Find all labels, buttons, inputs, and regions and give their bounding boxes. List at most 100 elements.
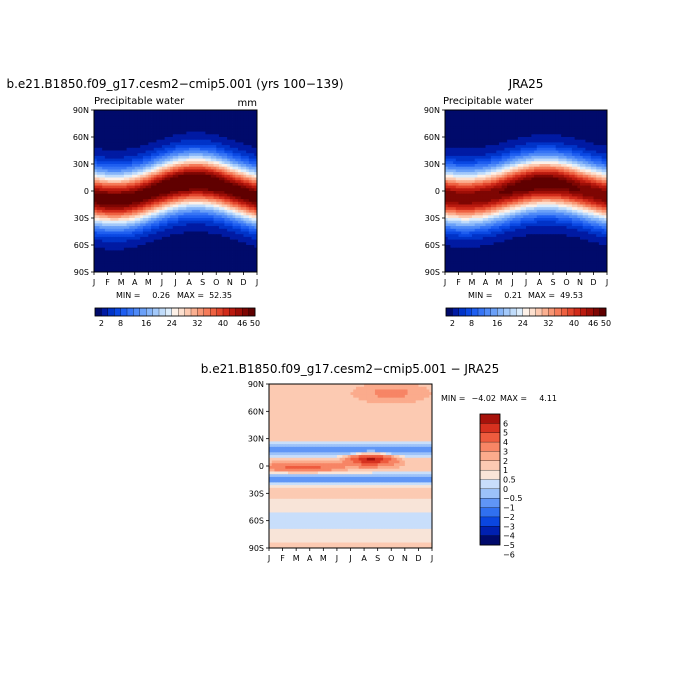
- heatmap-cell: [142, 128, 147, 132]
- heatmap-cell: [191, 131, 195, 135]
- heatmap-cell: [199, 185, 204, 189]
- heatmap-cell: [142, 142, 147, 146]
- heatmap-cell: [571, 123, 575, 127]
- heatmap-cell: [509, 153, 513, 157]
- heatmap-cell: [571, 118, 575, 122]
- heatmap-cell: [474, 158, 478, 162]
- heatmap-cell: [151, 164, 155, 168]
- heatmap-cell: [237, 139, 242, 143]
- heatmap-cell: [142, 226, 147, 230]
- heatmap-cell: [582, 118, 586, 122]
- heatmap-cell: [466, 110, 470, 114]
- heatmap-cell: [246, 250, 250, 254]
- colorbar-swatch: [114, 307, 121, 317]
- heatmap-cell: [210, 131, 214, 135]
- heatmap-cell: [445, 137, 449, 141]
- heatmap-cell: [482, 126, 486, 130]
- heatmap-cell: [474, 128, 478, 132]
- heatmap-cell: [601, 137, 605, 141]
- heatmap-cell: [153, 185, 157, 189]
- heatmap-cell: [140, 218, 144, 222]
- heatmap-cell: [180, 196, 185, 200]
- heatmap-cell: [170, 177, 174, 181]
- heatmap-cell: [115, 153, 119, 157]
- heatmap-cell: [148, 212, 152, 216]
- heatmap-cell: [156, 253, 160, 257]
- heatmap-cell: [254, 128, 257, 132]
- heatmap-cell: [243, 120, 247, 124]
- heatmap-cell: [94, 218, 98, 222]
- heatmap-cell: [507, 150, 511, 154]
- heatmap-cell: [515, 147, 519, 151]
- heatmap-cell: [123, 134, 127, 138]
- heatmap-cell: [566, 142, 570, 146]
- heatmap-cell: [113, 142, 117, 146]
- heatmap-cell: [186, 269, 190, 272]
- heatmap-cell: [251, 182, 255, 186]
- heatmap-cell: [197, 266, 201, 270]
- heatmap-cell: [175, 209, 179, 213]
- heatmap-cell: [445, 164, 449, 168]
- heatmap-cell: [126, 253, 130, 257]
- heatmap-cell: [232, 169, 236, 173]
- heatmap-cell: [161, 147, 166, 151]
- heatmap-cell: [447, 120, 451, 124]
- heatmap-cell: [129, 196, 133, 200]
- heatmap-cell: [113, 134, 117, 138]
- heatmap-cell: [542, 134, 546, 138]
- heatmap-cell: [153, 115, 157, 119]
- heatmap-cell: [159, 142, 163, 146]
- heatmap-cell: [466, 123, 470, 127]
- heatmap-cell: [235, 180, 239, 184]
- heatmap-cell: [145, 139, 149, 143]
- heatmap-cell: [461, 145, 465, 149]
- heatmap-cell: [126, 212, 130, 216]
- heatmap-cell: [115, 258, 119, 262]
- heatmap-cell: [224, 209, 228, 213]
- heatmap-cell: [580, 137, 584, 141]
- heatmap-cell: [593, 118, 597, 122]
- heatmap-cell: [180, 177, 185, 181]
- heatmap-cell: [194, 269, 198, 272]
- heatmap-cell: [191, 261, 195, 265]
- heatmap-cell: [161, 247, 166, 251]
- heatmap-cell: [461, 126, 465, 130]
- heatmap-cell: [218, 188, 223, 192]
- heatmap-cell: [232, 228, 236, 232]
- heatmap-cell: [453, 118, 457, 122]
- heatmap-cell: [104, 174, 108, 178]
- heatmap-cell: [104, 247, 108, 251]
- heatmap-cell: [544, 153, 548, 157]
- heatmap-cell: [104, 193, 108, 197]
- heatmap-cell: [472, 137, 476, 141]
- heatmap-cell: [531, 137, 535, 141]
- heatmap-cell: [164, 150, 168, 154]
- heatmap-cell: [218, 158, 223, 162]
- heatmap-cell: [142, 258, 147, 262]
- heatmap-cell: [243, 201, 247, 205]
- heatmap-cell: [142, 242, 147, 246]
- heatmap-cell: [205, 169, 209, 173]
- heatmap-cell: [227, 247, 231, 251]
- heatmap-cell: [590, 142, 594, 146]
- heatmap-cell: [205, 166, 209, 170]
- heatmap-cell: [107, 147, 111, 151]
- heatmap-cell: [558, 118, 562, 122]
- heatmap-cell: [221, 266, 225, 270]
- heatmap-cell: [161, 201, 166, 205]
- heatmap-cell: [482, 161, 486, 165]
- heatmap-cell: [96, 169, 100, 173]
- heatmap-cell: [159, 185, 163, 189]
- heatmap-cell: [482, 139, 486, 143]
- heatmap-cell: [118, 158, 122, 162]
- heatmap-cell: [94, 131, 98, 135]
- heatmap-cell: [134, 263, 138, 267]
- heatmap-cell: [202, 137, 206, 141]
- heatmap-cell: [102, 247, 106, 251]
- heatmap-cell: [208, 201, 212, 205]
- heatmap-cell: [569, 161, 573, 165]
- heatmap-cell: [463, 142, 467, 146]
- heatmap-cell: [118, 164, 122, 168]
- heatmap-cell: [213, 234, 217, 238]
- heatmap-cell: [580, 118, 584, 122]
